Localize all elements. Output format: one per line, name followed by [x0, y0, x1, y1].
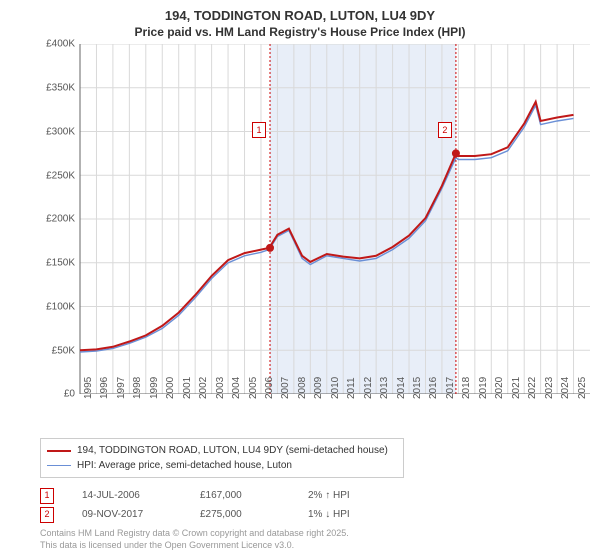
- x-axis-tick-label: 2007: [280, 377, 291, 399]
- transaction-date: 09-NOV-2017: [82, 505, 172, 524]
- legend-swatch: [47, 450, 71, 452]
- transaction-row: 2 09-NOV-2017 £275,000 1% ↓ HPI: [40, 505, 588, 524]
- line-chart-svg: [40, 44, 590, 394]
- y-axis-tick-label: £300K: [46, 126, 75, 137]
- transaction-date: 14-JUL-2006: [82, 486, 172, 505]
- x-axis-tick-label: 2006: [264, 377, 275, 399]
- x-axis-tick-label: 2019: [478, 377, 489, 399]
- x-axis-tick-label: 2018: [461, 377, 472, 399]
- x-axis-tick-label: 2000: [165, 377, 176, 399]
- x-axis-tick-label: 2011: [346, 378, 357, 400]
- chart-area: £0£50K£100K£150K£200K£250K£300K£350K£400…: [40, 44, 590, 394]
- transaction-row: 1 14-JUL-2006 £167,000 2% ↑ HPI: [40, 486, 588, 505]
- legend-box: 194, TODDINGTON ROAD, LUTON, LU4 9DY (se…: [40, 438, 404, 478]
- x-axis-tick-label: 2017: [445, 377, 456, 399]
- x-axis-tick-label: 2025: [577, 377, 588, 399]
- x-axis-tick-label: 1998: [132, 377, 143, 399]
- transaction-number: 1: [40, 488, 54, 504]
- transaction-price: £275,000: [200, 505, 280, 524]
- x-axis-tick-label: 2004: [231, 377, 242, 399]
- x-axis-tick-label: 2001: [182, 377, 193, 399]
- y-axis-tick-label: £200K: [46, 214, 75, 225]
- chart-title-block: 194, TODDINGTON ROAD, LUTON, LU4 9DY Pri…: [0, 0, 600, 40]
- x-axis-tick-label: 2022: [527, 377, 538, 399]
- y-axis-tick-label: £50K: [52, 345, 75, 356]
- x-axis-tick-label: 1996: [99, 377, 110, 399]
- title-line-2: Price paid vs. HM Land Registry's House …: [0, 25, 600, 41]
- chart-footer: 194, TODDINGTON ROAD, LUTON, LU4 9DY (se…: [40, 438, 588, 551]
- x-axis-tick-label: 2009: [313, 377, 324, 399]
- y-axis-tick-label: £400K: [46, 39, 75, 50]
- transaction-table: 1 14-JUL-2006 £167,000 2% ↑ HPI 2 09-NOV-2017…: [40, 486, 588, 524]
- x-axis-tick-label: 2014: [396, 377, 407, 399]
- title-line-1: 194, TODDINGTON ROAD, LUTON, LU4 9DY: [0, 8, 600, 25]
- y-axis-tick-label: £150K: [46, 258, 75, 269]
- x-axis-tick-label: 2013: [379, 377, 390, 399]
- x-axis-tick-label: 2024: [560, 377, 571, 399]
- x-axis-tick-label: 2021: [511, 377, 522, 399]
- legend-swatch: [47, 465, 71, 466]
- legend-item: 194, TODDINGTON ROAD, LUTON, LU4 9DY (se…: [47, 443, 397, 458]
- transaction-number: 2: [40, 507, 54, 523]
- attribution-line-2: This data is licensed under the Open Gov…: [40, 540, 588, 552]
- y-axis-tick-label: £100K: [46, 301, 75, 312]
- legend-label: HPI: Average price, semi-detached house,…: [77, 458, 292, 473]
- x-axis-tick-label: 1997: [116, 377, 127, 399]
- transaction-marker-label: 1: [252, 122, 266, 138]
- attribution-line-1: Contains HM Land Registry data © Crown c…: [40, 528, 588, 540]
- transaction-hpi: 1% ↓ HPI: [308, 505, 388, 524]
- x-axis-tick-label: 1999: [149, 377, 160, 399]
- x-axis-tick-label: 2008: [297, 377, 308, 399]
- x-axis-tick-label: 2012: [363, 377, 374, 399]
- x-axis-tick-label: 2015: [412, 377, 423, 399]
- transaction-marker-label: 2: [438, 122, 452, 138]
- x-axis-tick-label: 2023: [544, 377, 555, 399]
- y-axis-tick-label: £350K: [46, 83, 75, 94]
- x-axis-tick-label: 2020: [494, 377, 505, 399]
- legend-label: 194, TODDINGTON ROAD, LUTON, LU4 9DY (se…: [77, 443, 388, 458]
- transaction-hpi: 2% ↑ HPI: [308, 486, 388, 505]
- x-axis-tick-label: 2005: [248, 377, 259, 399]
- x-axis-tick-label: 2016: [428, 377, 439, 399]
- y-axis-tick-label: £250K: [46, 170, 75, 181]
- legend-item: HPI: Average price, semi-detached house,…: [47, 458, 397, 473]
- x-axis-tick-label: 1995: [83, 377, 94, 399]
- x-axis-tick-label: 2003: [215, 377, 226, 399]
- attribution-block: Contains HM Land Registry data © Crown c…: [40, 528, 588, 551]
- y-axis-tick-label: £0: [64, 389, 75, 400]
- x-axis-tick-label: 2010: [330, 377, 341, 399]
- x-axis-tick-label: 2002: [198, 377, 209, 399]
- transaction-price: £167,000: [200, 486, 280, 505]
